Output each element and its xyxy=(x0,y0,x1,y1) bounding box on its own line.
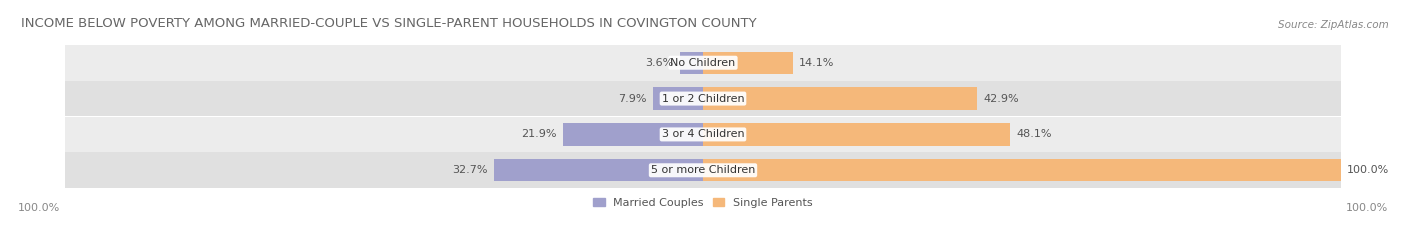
Bar xyxy=(65,116,1341,152)
Bar xyxy=(703,159,1341,181)
Bar xyxy=(564,123,703,146)
Bar xyxy=(495,159,703,181)
Text: 3 or 4 Children: 3 or 4 Children xyxy=(662,129,744,139)
Legend: Married Couples, Single Parents: Married Couples, Single Parents xyxy=(589,193,817,212)
Text: 100.0%: 100.0% xyxy=(1346,203,1388,213)
Text: 100.0%: 100.0% xyxy=(18,203,60,213)
Text: 42.9%: 42.9% xyxy=(983,94,1019,104)
Text: 100.0%: 100.0% xyxy=(1347,165,1389,175)
Bar xyxy=(703,87,977,110)
Bar xyxy=(652,87,703,110)
Bar xyxy=(681,52,703,74)
Bar xyxy=(65,152,1341,188)
Text: 5 or more Children: 5 or more Children xyxy=(651,165,755,175)
Text: Source: ZipAtlas.com: Source: ZipAtlas.com xyxy=(1278,20,1389,30)
Text: 14.1%: 14.1% xyxy=(800,58,835,68)
Text: INCOME BELOW POVERTY AMONG MARRIED-COUPLE VS SINGLE-PARENT HOUSEHOLDS IN COVINGT: INCOME BELOW POVERTY AMONG MARRIED-COUPL… xyxy=(21,17,756,30)
Bar xyxy=(703,52,793,74)
Bar xyxy=(65,45,1341,81)
Bar xyxy=(703,123,1010,146)
Text: 7.9%: 7.9% xyxy=(617,94,647,104)
Text: 48.1%: 48.1% xyxy=(1017,129,1052,139)
Text: No Children: No Children xyxy=(671,58,735,68)
Text: 32.7%: 32.7% xyxy=(453,165,488,175)
Text: 21.9%: 21.9% xyxy=(522,129,557,139)
Bar xyxy=(65,81,1341,116)
Text: 1 or 2 Children: 1 or 2 Children xyxy=(662,94,744,104)
Text: 3.6%: 3.6% xyxy=(645,58,673,68)
